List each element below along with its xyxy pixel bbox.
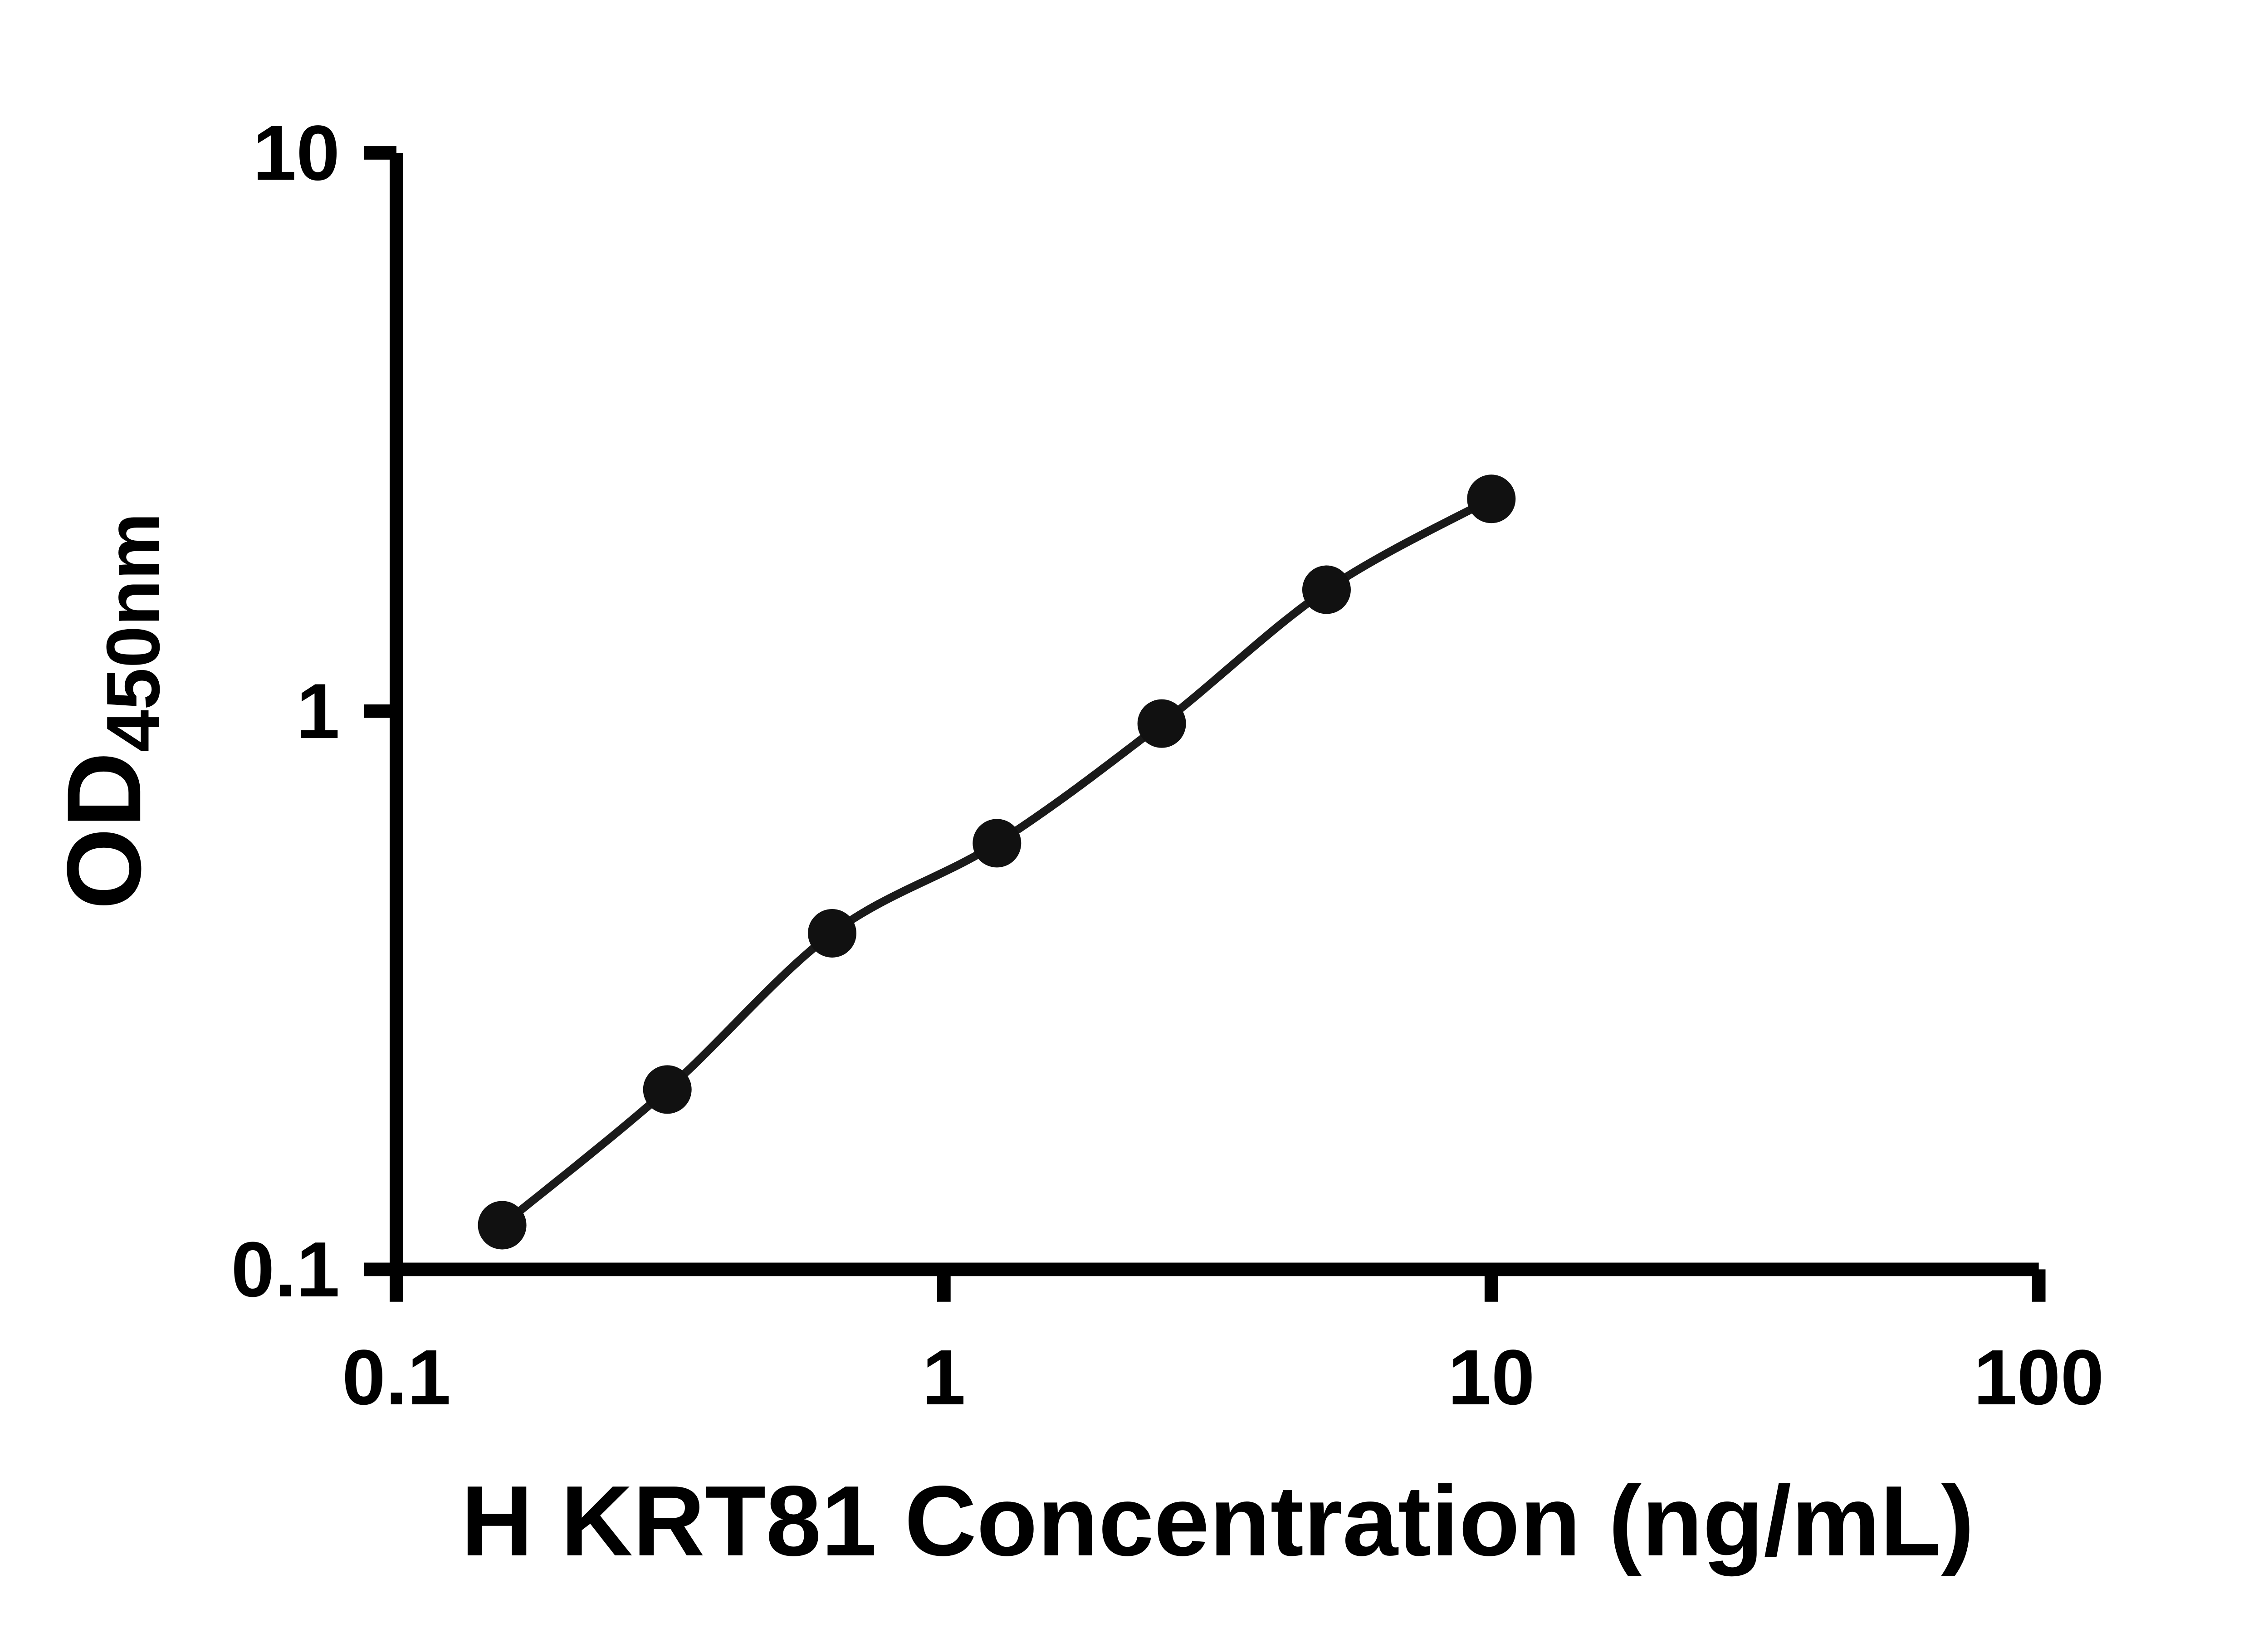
data-point bbox=[973, 819, 1022, 868]
data-point bbox=[643, 1065, 692, 1114]
plot-background bbox=[0, 7, 2268, 1626]
y-tick-label: 1 bbox=[296, 668, 340, 755]
y-axis-title-subscript: 450nm bbox=[91, 513, 176, 752]
elisa-standard-curve-figure: 0.1 1 10 100 0.1 1 10 H KRT81 Concentration (ng… bbox=[0, 7, 2268, 1626]
x-tick-label: 1 bbox=[922, 1334, 966, 1421]
x-tick-label: 100 bbox=[1974, 1334, 2104, 1421]
data-point bbox=[1302, 565, 1351, 614]
x-tick-label: 0.1 bbox=[342, 1334, 451, 1421]
y-tick-label: 0.1 bbox=[231, 1226, 340, 1313]
data-point bbox=[1137, 699, 1186, 748]
x-axis-title: H KRT81 Concentration (ng/mL) bbox=[461, 1465, 1974, 1577]
chart-svg: 0.1 1 10 100 0.1 1 10 H KRT81 Concentration (ng… bbox=[0, 7, 2268, 1626]
data-point bbox=[478, 1201, 527, 1250]
data-point bbox=[1467, 474, 1516, 523]
y-tick-label: 10 bbox=[253, 109, 340, 197]
y-axis-title: OD450nm bbox=[45, 513, 176, 910]
data-point bbox=[807, 909, 857, 958]
x-tick-label: 10 bbox=[1448, 1334, 1535, 1421]
